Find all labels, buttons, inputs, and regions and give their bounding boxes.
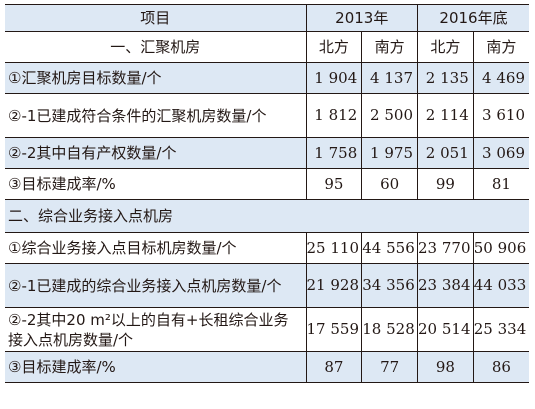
row-label: ②-1已建成符合条件的汇聚机房数量/个 bbox=[5, 93, 307, 138]
cell-value: 20 514 bbox=[417, 307, 474, 352]
row-label: ③目标建成率/% bbox=[5, 168, 307, 200]
cell-value: 25 334 bbox=[472, 307, 529, 352]
cell-value: 1 904 bbox=[305, 62, 363, 94]
section-title: 一、汇聚机房 bbox=[5, 31, 307, 63]
row-label: ②-2其中20 m²以上的自有+长租综合业务接入点机房数量/个 bbox=[5, 307, 307, 352]
cell-value: 34 356 bbox=[361, 263, 418, 308]
row-label: ③目标建成率/% bbox=[5, 351, 307, 383]
cell-value: 77 bbox=[361, 351, 418, 383]
cell-value: 17 559 bbox=[305, 307, 363, 352]
cell-value: 2 500 bbox=[361, 93, 418, 138]
cell-value: 1 758 bbox=[305, 137, 363, 169]
cell-value: 99 bbox=[417, 168, 474, 200]
cell-value: 23 770 bbox=[417, 232, 474, 264]
cell-value: 4 469 bbox=[472, 62, 529, 94]
cell-value: 1 975 bbox=[361, 137, 418, 169]
row-label: ②-2其中自有产权数量/个 bbox=[5, 137, 307, 169]
table-row: ①综合业务接入点目标机房数量/个 25 110 44 556 23 770 50… bbox=[5, 232, 529, 264]
cell-value: 44 556 bbox=[361, 232, 418, 264]
cell-value: 95 bbox=[305, 168, 363, 200]
table-row: ①汇聚机房目标数量/个 1 904 4 137 2 135 4 469 bbox=[5, 62, 529, 94]
cell-value: 87 bbox=[305, 351, 363, 383]
cell-value: 23 384 bbox=[417, 263, 474, 308]
row-label: ①汇聚机房目标数量/个 bbox=[5, 62, 307, 94]
table-row: ③目标建成率/% 87 77 98 86 bbox=[5, 351, 529, 383]
header-2013: 2013年 bbox=[305, 4, 418, 32]
cell-value: 44 033 bbox=[472, 263, 529, 308]
cell-value: 4 137 bbox=[361, 62, 418, 94]
cell-value: 2 114 bbox=[417, 93, 474, 138]
data-table: 项目 2013年 2016年底 一、汇聚机房 北方 南方 北方 南方 ①汇聚机房… bbox=[5, 4, 529, 383]
cell-value: 25 110 bbox=[305, 232, 363, 264]
table-row: ②-1已建成符合条件的汇聚机房数量/个 1 812 2 500 2 114 3 … bbox=[5, 93, 529, 138]
cell-value: 3 069 bbox=[472, 137, 529, 169]
cell-value: 86 bbox=[472, 351, 529, 383]
cell-value: 60 bbox=[361, 168, 418, 200]
header-row: 项目 2013年 2016年底 bbox=[5, 4, 529, 32]
data-table-container: 项目 2013年 2016年底 一、汇聚机房 北方 南方 北方 南方 ①汇聚机房… bbox=[5, 4, 529, 404]
header-item: 项目 bbox=[5, 4, 307, 32]
section-row: 二、综合业务接入点机房 bbox=[5, 199, 529, 233]
cell-value: 50 906 bbox=[472, 232, 529, 264]
sub-header-south-2016: 南方 bbox=[472, 31, 529, 63]
cell-value: 18 528 bbox=[361, 307, 418, 352]
cell-value: 21 928 bbox=[305, 263, 363, 308]
table-row: ②-1已建成的综合业务接入点机房数量/个 21 928 34 356 23 38… bbox=[5, 263, 529, 308]
section-title: 二、综合业务接入点机房 bbox=[5, 199, 529, 233]
row-label: ②-1已建成的综合业务接入点机房数量/个 bbox=[5, 263, 307, 308]
sub-header-north-2013: 北方 bbox=[305, 31, 363, 63]
table-row: ③目标建成率/% 95 60 99 81 bbox=[5, 168, 529, 200]
header-2016: 2016年底 bbox=[417, 4, 529, 32]
table-row: ②-2其中自有产权数量/个 1 758 1 975 2 051 3 069 bbox=[5, 137, 529, 169]
sub-header-north-2016: 北方 bbox=[417, 31, 474, 63]
cell-value: 98 bbox=[417, 351, 474, 383]
row-label: ①综合业务接入点目标机房数量/个 bbox=[5, 232, 307, 264]
section-row: 一、汇聚机房 北方 南方 北方 南方 bbox=[5, 31, 529, 63]
cell-value: 2 135 bbox=[417, 62, 474, 94]
cell-value: 1 812 bbox=[305, 93, 363, 138]
cell-value: 2 051 bbox=[417, 137, 474, 169]
cell-value: 3 610 bbox=[472, 93, 529, 138]
table-row: ②-2其中20 m²以上的自有+长租综合业务接入点机房数量/个 17 559 1… bbox=[5, 307, 529, 352]
sub-header-south-2013: 南方 bbox=[361, 31, 418, 63]
cell-value: 81 bbox=[472, 168, 529, 200]
